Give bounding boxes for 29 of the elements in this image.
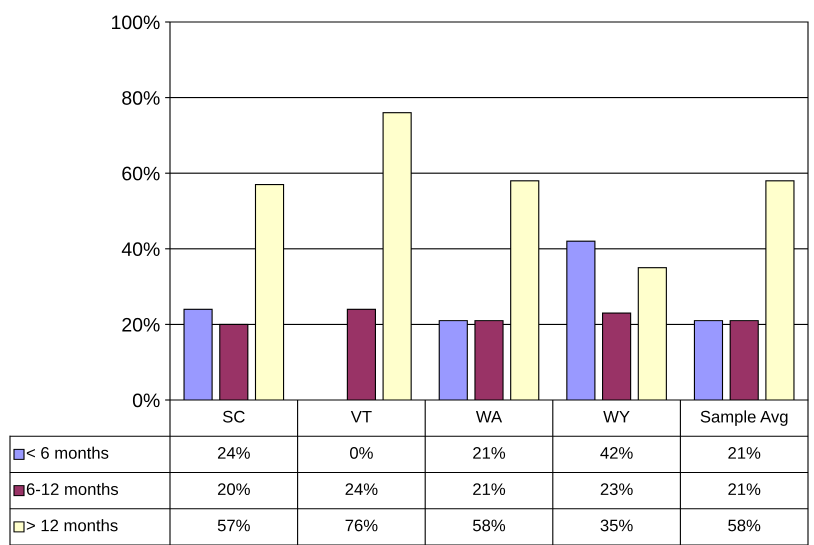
data-label: 76% bbox=[346, 520, 378, 532]
data-label: 58% bbox=[728, 520, 760, 532]
y-tick-label: 80% bbox=[122, 91, 160, 105]
legend-label: > 12 months bbox=[26, 519, 118, 532]
x-tick-label: Sample Avg bbox=[700, 410, 788, 426]
data-label: 21% bbox=[728, 447, 760, 459]
x-tick-label: VT bbox=[350, 410, 372, 422]
x-tick-label: WY bbox=[603, 410, 630, 422]
y-tick-label: 100% bbox=[112, 15, 160, 30]
y-tick-label: 0% bbox=[132, 393, 160, 408]
data-label: 21% bbox=[473, 483, 506, 496]
data-label: 23% bbox=[600, 483, 633, 496]
x-tick-label: SC bbox=[222, 410, 245, 423]
data-label: 35% bbox=[600, 520, 633, 532]
data-label: 57% bbox=[218, 520, 250, 532]
data-label: 21% bbox=[473, 447, 506, 459]
x-tick-label: WA bbox=[476, 410, 502, 422]
y-tick-label: 20% bbox=[122, 318, 160, 332]
legend-label: < 6 months bbox=[26, 446, 108, 459]
data-label: 0% bbox=[350, 447, 373, 459]
y-tick-label: 60% bbox=[122, 166, 160, 180]
data-label: 24% bbox=[346, 483, 378, 496]
data-label: 21% bbox=[728, 483, 760, 496]
data-label: 58% bbox=[472, 520, 506, 532]
data-label: 42% bbox=[600, 447, 633, 459]
data-label: 24% bbox=[218, 447, 250, 459]
legend-label: 6-12 months bbox=[26, 482, 118, 496]
data-label: 20% bbox=[218, 483, 250, 496]
y-tick-label: 40% bbox=[122, 242, 160, 256]
